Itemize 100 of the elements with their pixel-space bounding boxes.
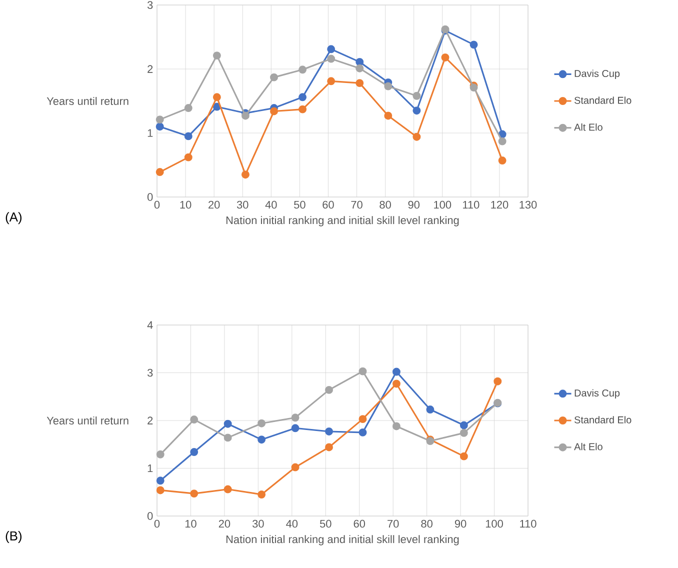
point xyxy=(212,52,221,60)
point xyxy=(460,428,468,437)
point xyxy=(184,132,192,140)
legend-label: Davis Cup xyxy=(574,70,620,79)
legend-label: Davis Cup xyxy=(574,389,620,399)
point xyxy=(156,486,164,494)
point xyxy=(258,490,266,498)
y-tick-label: 4 xyxy=(147,321,153,329)
point xyxy=(356,64,364,72)
point xyxy=(392,380,400,388)
y-tick-label: 1 xyxy=(148,129,153,137)
x-tick-label: 30 xyxy=(236,200,248,209)
point xyxy=(356,79,364,88)
point xyxy=(156,450,164,458)
point xyxy=(190,416,198,424)
y-tick-label: 1 xyxy=(148,464,153,472)
y-tick-label: 3 xyxy=(147,1,153,9)
point xyxy=(441,53,450,62)
x-tick-label: 100 xyxy=(486,520,503,528)
x-tick-label: 10 xyxy=(180,200,192,209)
x-tick-label: 80 xyxy=(380,200,391,209)
point xyxy=(498,137,506,146)
point xyxy=(224,420,232,428)
point xyxy=(298,66,307,74)
point xyxy=(460,421,468,430)
x-tick-label: 110 xyxy=(463,200,480,209)
point xyxy=(392,422,400,430)
point xyxy=(291,424,300,432)
text: (A) xyxy=(6,212,22,224)
y-axis-title: Years until return xyxy=(46,96,128,106)
point xyxy=(156,122,164,131)
point xyxy=(258,436,266,444)
x-tick-label: 100 xyxy=(434,200,452,209)
point xyxy=(325,427,333,436)
x-tick-label: 130 xyxy=(520,200,537,209)
point xyxy=(325,443,333,452)
point xyxy=(470,40,478,49)
x-tick-label: 70 xyxy=(351,200,362,209)
point xyxy=(212,93,221,102)
point xyxy=(156,476,164,485)
x-tick-label: 0 xyxy=(154,520,160,528)
point xyxy=(156,116,164,124)
point xyxy=(498,156,506,165)
point xyxy=(270,107,278,116)
legend-label: Alt Elo xyxy=(574,442,602,450)
point xyxy=(412,106,421,115)
point xyxy=(384,82,392,90)
x-tick-label: 60 xyxy=(354,520,366,528)
x-tick-label: 80 xyxy=(421,520,432,528)
point xyxy=(241,112,250,120)
point xyxy=(156,168,164,176)
point xyxy=(298,93,307,102)
point xyxy=(412,132,421,141)
point xyxy=(270,73,278,82)
y-tick-label: 2 xyxy=(148,416,153,424)
x-tick-label: 40 xyxy=(265,200,277,209)
point xyxy=(327,54,336,63)
point xyxy=(327,77,336,86)
point xyxy=(224,434,232,442)
x-tick-label: 40 xyxy=(286,520,298,528)
x-tick-label: 90 xyxy=(454,520,466,528)
point xyxy=(358,367,367,376)
legend-label: Alt Elo xyxy=(574,123,602,131)
point xyxy=(412,92,421,100)
point xyxy=(384,112,392,120)
y-tick-label: 0 xyxy=(147,193,153,201)
point xyxy=(190,490,198,498)
point xyxy=(224,485,232,494)
x-axis-title: Nation initial ranking and initial skill level ranking xyxy=(226,535,459,546)
point xyxy=(291,463,300,472)
x-tick-label: 120 xyxy=(491,200,508,209)
x-tick-label: 30 xyxy=(252,520,264,528)
point xyxy=(258,419,266,428)
point xyxy=(494,377,502,386)
y-tick-label: 2 xyxy=(148,65,153,73)
point xyxy=(327,45,336,54)
point xyxy=(184,104,192,112)
x-tick-label: 10 xyxy=(185,520,196,528)
point xyxy=(184,153,192,162)
point xyxy=(356,58,364,66)
x-tick-label: 90 xyxy=(408,200,420,209)
point xyxy=(358,428,367,436)
y-tick-label: 3 xyxy=(147,368,153,377)
x-tick-label: 60 xyxy=(322,200,334,209)
x-axis-title: Nation initial ranking and initial skill level ranking xyxy=(226,216,459,226)
x-tick-label: 0 xyxy=(154,200,160,209)
x-tick-label: 20 xyxy=(208,200,220,209)
x-tick-label: 70 xyxy=(388,520,399,528)
x-tick-label: 50 xyxy=(320,520,332,528)
x-tick-label: 50 xyxy=(294,200,306,209)
point xyxy=(298,105,307,114)
point xyxy=(325,386,333,394)
y-tick-label: 0 xyxy=(147,512,153,520)
y-axis-title: Years until return xyxy=(46,416,128,425)
point xyxy=(460,452,468,460)
x-tick-label: 110 xyxy=(520,520,536,528)
point xyxy=(241,170,250,179)
point xyxy=(190,448,198,456)
text: (B) xyxy=(6,530,22,544)
legend-label: Standard Elo xyxy=(574,416,632,424)
